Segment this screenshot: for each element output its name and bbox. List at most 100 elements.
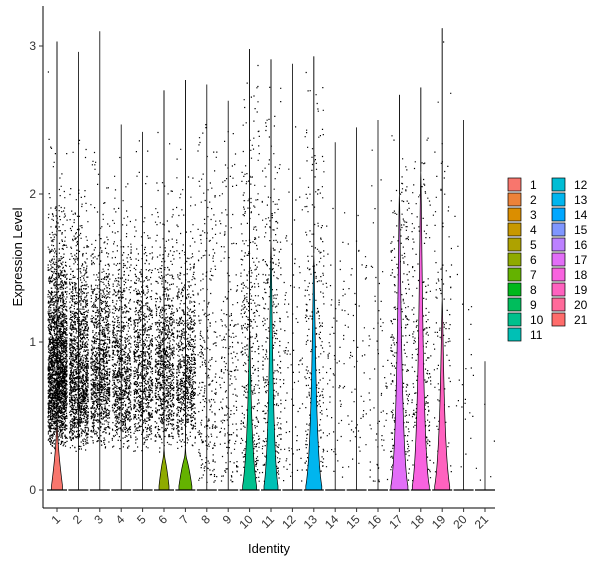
legend-swatch-11 (507, 327, 522, 342)
points-cluster-8 (197, 124, 218, 483)
jitter-points (47, 41, 495, 484)
legend-item-2: 2 (507, 192, 537, 207)
legend-swatch-13 (551, 192, 566, 207)
y-tick-label-3: 3 (29, 39, 36, 53)
legend-label-19: 19 (574, 283, 588, 297)
legend-item-14: 14 (551, 207, 588, 222)
legend-item-11: 11 (507, 327, 543, 342)
x-tick-label-3: 3 (91, 512, 106, 527)
legend-item-19: 19 (551, 282, 588, 297)
x-axis-ticks: 1 2 3 4 5 6 7 8 9 10 11 12 13 14 15 16 17 18 19 20 21 (48, 508, 491, 532)
points-12 (283, 126, 304, 482)
points-14 (325, 207, 346, 478)
points-cluster-16 (368, 149, 389, 483)
points-cluster-6 (154, 131, 175, 453)
legend-label-3: 3 (530, 208, 537, 222)
legend-label-16: 16 (574, 238, 588, 252)
legend-item-17: 17 (551, 252, 588, 267)
x-tick-label-19: 19 (429, 512, 449, 532)
legend-swatch-18 (551, 267, 566, 282)
x-tick-label-7: 7 (177, 512, 192, 527)
legend-swatch-3 (507, 207, 522, 222)
legend-swatch-14 (551, 207, 566, 222)
x-tick-label-1: 1 (48, 512, 63, 527)
x-tick-label-2: 2 (70, 512, 85, 527)
legend-item-4: 4 (507, 222, 537, 237)
legend-label-8: 8 (530, 283, 537, 297)
legend-label-12: 12 (574, 178, 588, 192)
y-axis-title: Expression Level (10, 207, 25, 306)
legend-label-2: 2 (530, 193, 537, 207)
x-tick-label-4: 4 (113, 512, 128, 527)
points-7 (175, 148, 197, 449)
points-cluster-14 (325, 207, 346, 478)
legend-item-13: 13 (551, 192, 588, 207)
points-cluster-12 (283, 126, 304, 482)
legend-swatch-17 (551, 252, 566, 267)
legend-label-20: 20 (574, 298, 588, 312)
violins (47, 28, 495, 491)
legend-swatch-5 (507, 237, 522, 252)
points-cluster-5 (133, 140, 154, 452)
legend-label-18: 18 (574, 268, 588, 282)
points-9 (218, 131, 239, 483)
x-tick-label-15: 15 (343, 512, 363, 532)
x-tick-label-14: 14 (322, 512, 342, 532)
points-16 (368, 149, 389, 483)
legend-swatch-15 (551, 222, 566, 237)
points-cluster-1 (47, 71, 68, 454)
points-17 (390, 135, 411, 483)
legend-swatch-12 (551, 177, 566, 192)
legend-label-10: 10 (530, 313, 544, 327)
legend-swatch-1 (507, 177, 522, 192)
x-tick-label-18: 18 (408, 512, 428, 532)
x-tick-label-6: 6 (155, 512, 170, 527)
points-cluster-15 (347, 214, 368, 468)
legend-swatch-19 (551, 282, 566, 297)
points-8 (197, 124, 218, 483)
x-tick-label-11: 11 (258, 512, 277, 531)
legend-swatch-21 (551, 312, 566, 327)
legend-item-9: 9 (507, 297, 537, 312)
x-tick-label-17: 17 (386, 512, 406, 532)
points-cluster-2 (68, 139, 90, 453)
legend-item-7: 7 (507, 267, 537, 282)
points-6 (154, 131, 175, 453)
x-tick-label-5: 5 (134, 512, 149, 527)
y-tick-label-2: 2 (29, 187, 36, 201)
y-tick-label-0: 0 (29, 483, 36, 497)
points-cluster-10 (240, 64, 261, 482)
legend-item-21: 21 (551, 312, 588, 327)
legend-swatch-8 (507, 282, 522, 297)
legend-label-4: 4 (530, 223, 537, 237)
y-tick-label-1: 1 (29, 335, 36, 349)
points-10 (240, 64, 261, 482)
points-5 (133, 140, 154, 452)
points-20 (454, 215, 474, 468)
legend-swatch-10 (507, 312, 522, 327)
legend-label-15: 15 (574, 223, 588, 237)
points-cluster-4 (111, 156, 132, 450)
x-tick-label-13: 13 (301, 512, 321, 532)
points-1 (47, 71, 68, 454)
x-tick-label-20: 20 (450, 512, 470, 532)
legend-swatch-16 (551, 237, 566, 252)
legend-label-5: 5 (530, 238, 537, 252)
x-tick-label-10: 10 (236, 512, 256, 532)
legend-label-14: 14 (574, 208, 588, 222)
points-cluster-7 (175, 148, 197, 449)
legend-item-20: 20 (551, 297, 588, 312)
legend-item-1: 1 (507, 177, 537, 192)
points-cluster-3 (90, 151, 111, 449)
points-4 (111, 156, 132, 450)
points-cluster-20 (454, 215, 474, 468)
x-tick-label-8: 8 (198, 512, 213, 527)
legend-item-6: 6 (507, 252, 537, 267)
y-axis-ticks: 0 1 2 3 (29, 39, 43, 497)
legend-swatch-2 (507, 192, 522, 207)
legend-label-11: 11 (530, 328, 543, 342)
legend-swatch-6 (507, 252, 522, 267)
x-tick-label-9: 9 (220, 512, 235, 527)
